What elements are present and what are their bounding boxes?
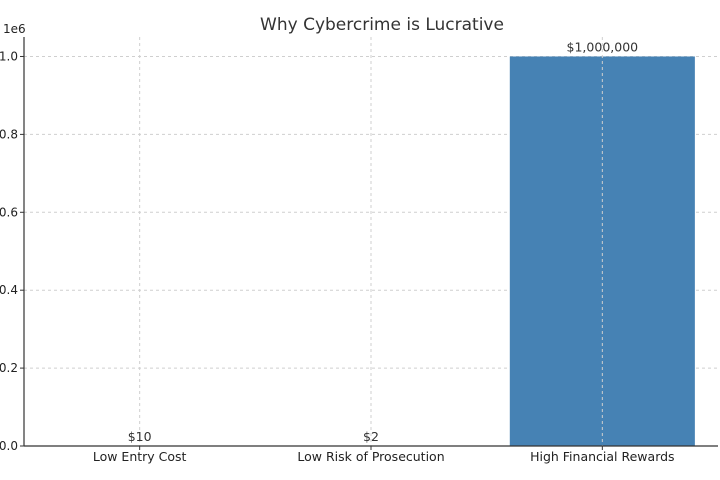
y-tick-label: 0.4 — [0, 283, 18, 297]
y-tick-label: 0.2 — [0, 361, 18, 375]
x-tick-label: Low Risk of Prosecution — [297, 449, 444, 464]
axis-layer — [20, 37, 718, 450]
data-label: $1,000,000 — [567, 39, 639, 54]
chart-title: Why Cybercrime is Lucrative — [260, 15, 504, 35]
y-tick-label: 0.0 — [0, 439, 18, 453]
data-label: $10 — [128, 429, 152, 444]
y-tick-label: 1.0 — [0, 49, 18, 63]
label-layer: 0.0 0.2 0.4 0.6 0.8 1.0 Low Entry Cost $10 Low R… — [0, 39, 675, 464]
y-tick-label: 0.6 — [0, 205, 18, 219]
x-tick-label: Low Entry Cost — [93, 449, 187, 464]
y-tick-label: 0.8 — [0, 127, 18, 141]
data-label: $2 — [363, 429, 379, 444]
x-tick-label: High Financial Rewards — [530, 449, 674, 464]
y-axis-offset-label: 1e6 — [3, 22, 26, 36]
